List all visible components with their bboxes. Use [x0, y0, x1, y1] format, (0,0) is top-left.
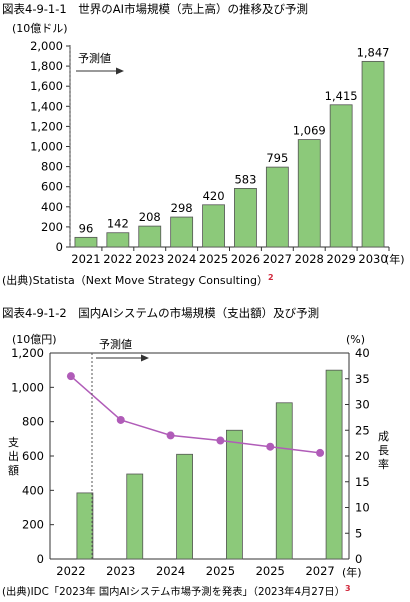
chart2-right-label: 成長率 — [378, 430, 389, 471]
chart2-bar-2 — [176, 453, 193, 560]
chart1-source-text: Statista（Next Move Strategy Consulting） — [33, 274, 268, 287]
chart2-left-tick-label: 400 — [22, 483, 44, 497]
chart1-data-label: 142 — [107, 217, 129, 231]
chart2-growth-point — [316, 448, 325, 457]
chart2-left-tick-label: 200 — [22, 518, 44, 532]
chart1-y-tick-label: 200 — [41, 220, 63, 234]
chart1-y-tick-label: 1,600 — [30, 79, 63, 93]
chart2-right-tick-label: 0 — [355, 552, 362, 566]
chart2-growth-point — [116, 415, 125, 424]
chart2-x-tick-label: 2024 — [156, 564, 185, 578]
chart1-source-note: 2 — [268, 273, 274, 282]
chart2-right-tick-label: 5 — [355, 526, 362, 540]
chart1-data-label: 1,069 — [293, 124, 326, 138]
chart2-bar-5 — [325, 369, 343, 560]
chart2-x-tick-label: 2025 — [256, 564, 285, 578]
chart1-data-label: 298 — [171, 201, 193, 215]
chart2-right-tick-label: 20 — [355, 449, 370, 463]
chart1-bar-2028 — [297, 139, 321, 248]
chart2-bar-4 — [275, 402, 293, 560]
chart1-bar-2023 — [138, 225, 162, 248]
chart2-forecast-arrowhead — [141, 354, 149, 362]
chart1-forecast-arrowhead — [116, 67, 124, 75]
chart1-y-tick-label: 2,000 — [30, 39, 63, 53]
chart2-growth-point — [166, 431, 175, 440]
chart1-title: 図表4-9-1-1 世界のAI市場規模（売上高）の推移及び予測 — [2, 2, 308, 16]
chart2-forecast-label: 予測値 — [99, 337, 132, 351]
chart2-left-tick-label: 1,200 — [11, 346, 44, 360]
chart2-left-tick-label: 0 — [37, 552, 44, 566]
chart1-y-tick-label: 1,400 — [30, 99, 63, 113]
chart-japan-ai-market: 図表4-9-1-2 国内AIシステムの市場規模（支出額）及び予測 (10億円) … — [2, 306, 389, 598]
chart1-bar-2025 — [202, 204, 225, 248]
chart2-bar-1 — [126, 473, 144, 560]
chart1-bar-2027 — [265, 166, 289, 248]
chart1-x-tick-label: 2025 — [199, 252, 228, 266]
chart2-left-tick-label: 1,000 — [11, 380, 44, 394]
chart1-data-label: 1,415 — [325, 89, 358, 103]
chart1-source: (出典)Statista（Next Move Strategy Consulti… — [2, 273, 274, 287]
chart1-y-tick-label: 1,000 — [30, 140, 63, 154]
chart1-source-prefix: (出典) — [2, 273, 33, 287]
chart1-y-tick-label: 400 — [41, 200, 63, 214]
chart1-forecast-label: 予測値 — [78, 51, 111, 65]
chart2-x-tick-label: 2025 — [206, 564, 235, 578]
chart1-data-label: 96 — [79, 221, 94, 235]
chart2-right-unit: (%) — [346, 333, 365, 346]
chart1-x-tick-label: 2024 — [167, 252, 196, 266]
chart1-y-tick-label: 1,800 — [30, 59, 63, 73]
chart1-year-suffix: (年) — [385, 252, 405, 266]
chart1-y-tick-label: 600 — [41, 180, 63, 194]
chart2-left-label: 支出額 — [8, 436, 19, 477]
chart1-data-label: 208 — [139, 210, 161, 224]
chart2-right-tick-label: 15 — [355, 475, 370, 489]
chart1-x-tick-label: 2023 — [135, 252, 164, 266]
chart2-growth-point — [266, 442, 275, 451]
chart2-source-text: IDC「2023年 国内AIシステム市場予測を発表」（2023年4月27日） — [31, 585, 345, 598]
chart2-year-suffix: (年) — [342, 565, 362, 579]
chart2-x-tick-label: 2022 — [56, 564, 85, 578]
chart1-x-tick-label: 2027 — [263, 252, 292, 266]
chart2-growth-line — [70, 375, 321, 454]
chart1-y-tick-label: 800 — [41, 160, 63, 174]
chart1-bar-2026 — [234, 188, 257, 248]
chart2-x-tick-label: 2027 — [305, 564, 334, 578]
chart2-right-tick-label: 25 — [355, 423, 370, 437]
chart2-bar-0 — [76, 492, 94, 560]
chart1-x-tick-label: 2028 — [295, 252, 324, 266]
chart1-x-tick-label: 2029 — [327, 252, 356, 266]
chart1-bar-2021 — [74, 236, 98, 248]
chart1-x-tick-label: 2022 — [103, 252, 132, 266]
chart1-y-tick-label: 1,200 — [30, 119, 63, 133]
chart2-source: (出典)IDC「2023年 国内AIシステム市場予測を発表」（2023年4月27… — [2, 584, 351, 598]
chart2-bar-3 — [226, 429, 243, 560]
chart1-x-tick-label: 2030 — [358, 252, 387, 266]
chart2-left-unit: (10億円) — [12, 333, 57, 346]
chart-world-ai-market: 図表4-9-1-1 世界のAI市場規模（売上高）の推移及び予測 (10億ドル) … — [2, 2, 405, 287]
chart1-data-label: 420 — [203, 189, 225, 203]
chart1-x-tick-label: 2026 — [231, 252, 260, 266]
chart1-data-label: 583 — [234, 172, 256, 186]
chart2-growth-point — [66, 372, 75, 381]
chart1-data-label: 1,847 — [357, 45, 390, 59]
chart1-bar-2030 — [361, 60, 385, 248]
chart2-source-prefix: (出典) — [2, 585, 31, 598]
chart2-title: 図表4-9-1-2 国内AIシステムの市場規模（支出額）及び予測 — [2, 306, 319, 320]
chart1-unit: (10億ドル) — [12, 22, 68, 35]
chart2-right-tick-label: 40 — [355, 346, 370, 360]
chart2-left-tick-label: 600 — [22, 449, 44, 463]
chart2-right-tick-label: 10 — [355, 501, 370, 515]
chart2-left-tick-label: 800 — [22, 415, 44, 429]
chart2-source-note: 3 — [345, 584, 351, 593]
chart1-bar-2022 — [106, 232, 130, 248]
chart1-y-tick-label: 0 — [56, 240, 63, 254]
chart1-bar-2024 — [170, 216, 194, 248]
chart2-x-tick-label: 2023 — [106, 564, 135, 578]
chart1-x-tick-label: 2021 — [71, 252, 100, 266]
chart2-growth-point — [216, 436, 225, 445]
chart2-right-tick-label: 35 — [355, 372, 370, 386]
chart1-data-label: 795 — [266, 151, 288, 165]
chart1-bar-2029 — [329, 104, 353, 248]
chart2-right-tick-label: 30 — [355, 398, 370, 412]
